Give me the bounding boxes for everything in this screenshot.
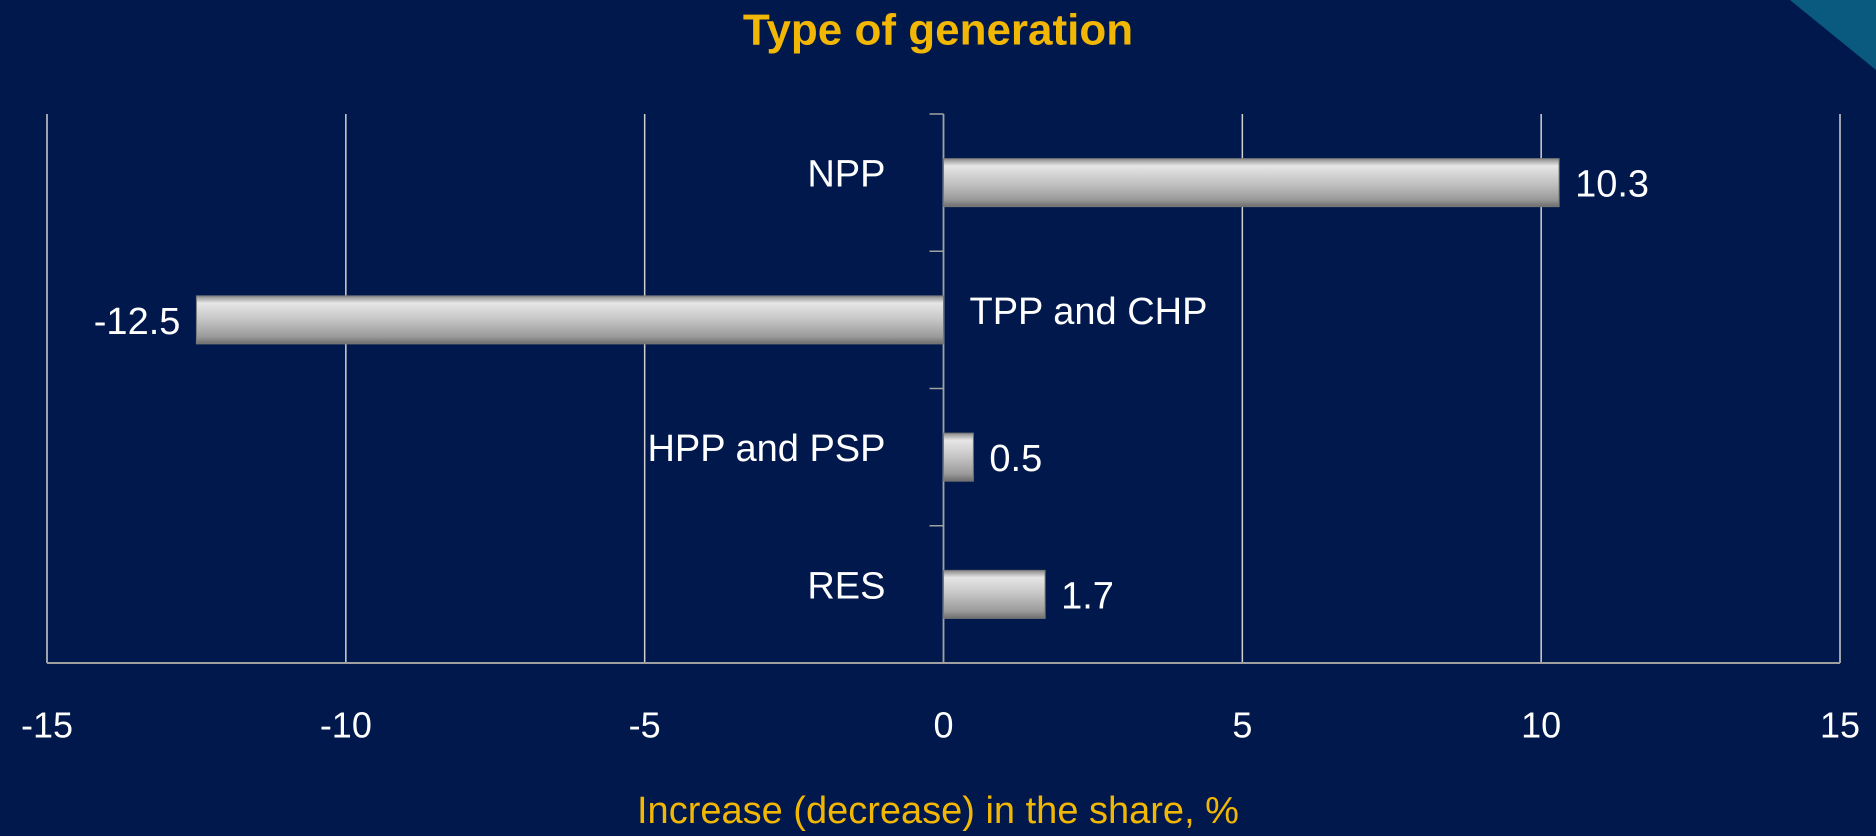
value-label: 10.3 (1575, 164, 1649, 206)
bar (943, 158, 1560, 208)
bar (943, 432, 974, 482)
x-tick-label: 15 (1820, 705, 1860, 746)
bar (195, 295, 944, 345)
value-label: 0.5 (989, 438, 1042, 480)
bar (943, 569, 1046, 619)
value-label: 1.7 (1061, 575, 1114, 617)
chart-title: Type of generation (743, 6, 1133, 55)
x-tick-label: -15 (21, 705, 73, 746)
category-label: TPP and CHP (970, 291, 1208, 333)
value-label: -12.5 (94, 301, 181, 343)
category-label: RES (807, 565, 885, 607)
category-label: HPP and PSP (647, 428, 885, 470)
x-tick-label: -10 (320, 705, 372, 746)
category-label: NPP (807, 154, 885, 196)
x-axis-label: Increase (decrease) in the share, % (637, 790, 1239, 832)
x-tick-label: 0 (933, 705, 953, 746)
x-tick-label: 10 (1521, 705, 1561, 746)
x-tick-label: 5 (1232, 705, 1252, 746)
corner-decoration (1790, 0, 1876, 70)
x-tick-label: -5 (629, 705, 661, 746)
